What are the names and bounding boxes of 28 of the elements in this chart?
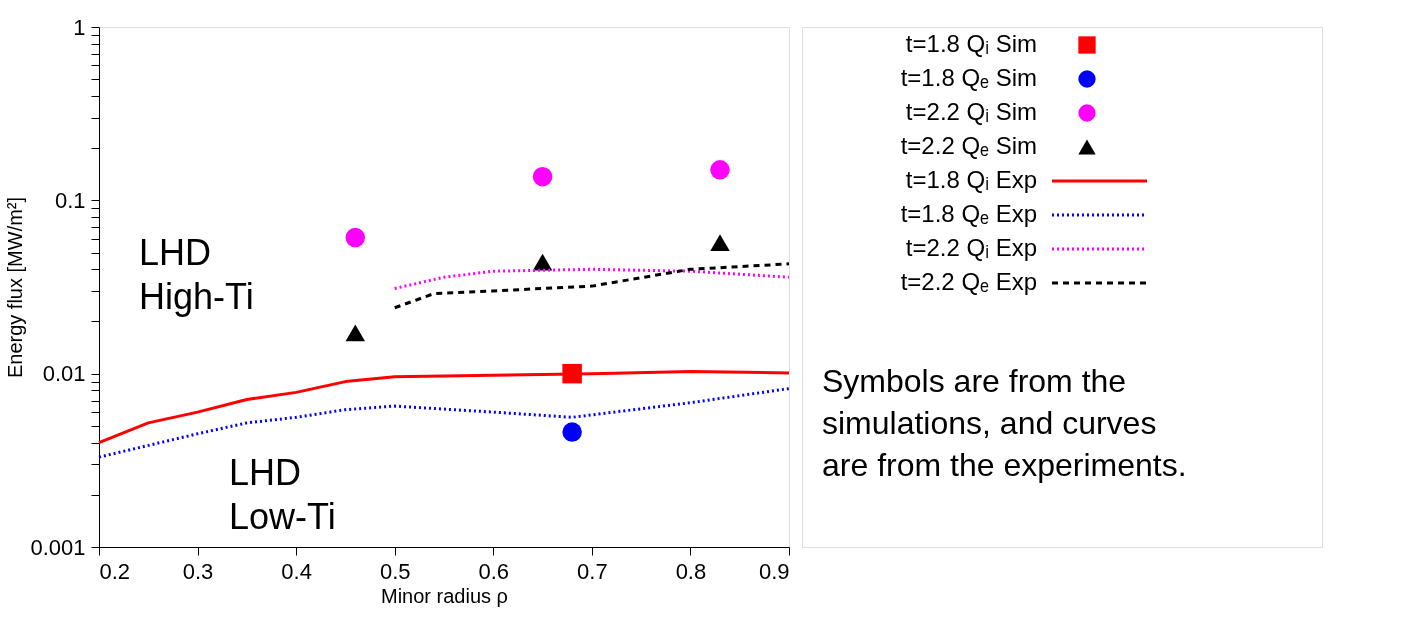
legend-label: t=2.2 Qᵢ Sim: [905, 98, 1037, 125]
y-tick-label: 1: [73, 14, 86, 40]
legend-label: t=2.2 Qₑ Sim: [900, 132, 1037, 159]
x-axis-title: Minor radius ρ: [381, 584, 508, 607]
y-axis-title: Energy flux [MW/m²]: [4, 196, 27, 379]
legend-label: t=1.8 Qₑ Exp: [900, 200, 1037, 227]
legend-label: t=1.8 Qᵢ Exp: [905, 166, 1037, 193]
annotation: LHD High-Ti: [139, 232, 254, 317]
line-series: [393, 267, 791, 290]
x-tick-label: 0.4: [281, 558, 312, 584]
legend-label: t=2.2 Qₑ Exp: [900, 268, 1037, 295]
text: Symbols are from the simulations, and curves are from the experiments.: [822, 363, 1187, 483]
legend-label: t=1.8 Qᵢ Sim: [905, 30, 1037, 57]
y-tick-label: 0.01: [42, 361, 86, 387]
x-tick-label: 0.3: [182, 558, 214, 584]
line-series: [97, 387, 791, 459]
x-tick-label: 0.2: [99, 558, 131, 584]
annotation: LHD Low-Ti: [229, 452, 336, 537]
y-tick-label: 0.1: [54, 187, 86, 213]
legend-label: t=2.2 Qᵢ Exp: [905, 234, 1037, 261]
line-series: [393, 262, 791, 310]
x-tick-label: 0.6: [478, 558, 510, 584]
x-tick-label: 0.5: [379, 558, 411, 584]
legend-label: t=1.8 Qₑ Sim: [900, 64, 1037, 91]
x-tick-label: 0.8: [675, 558, 707, 584]
x-tick-label: 0.9: [758, 558, 790, 584]
y-tick-label: 0.001: [30, 534, 86, 560]
x-tick-label: 0.7: [577, 558, 608, 584]
